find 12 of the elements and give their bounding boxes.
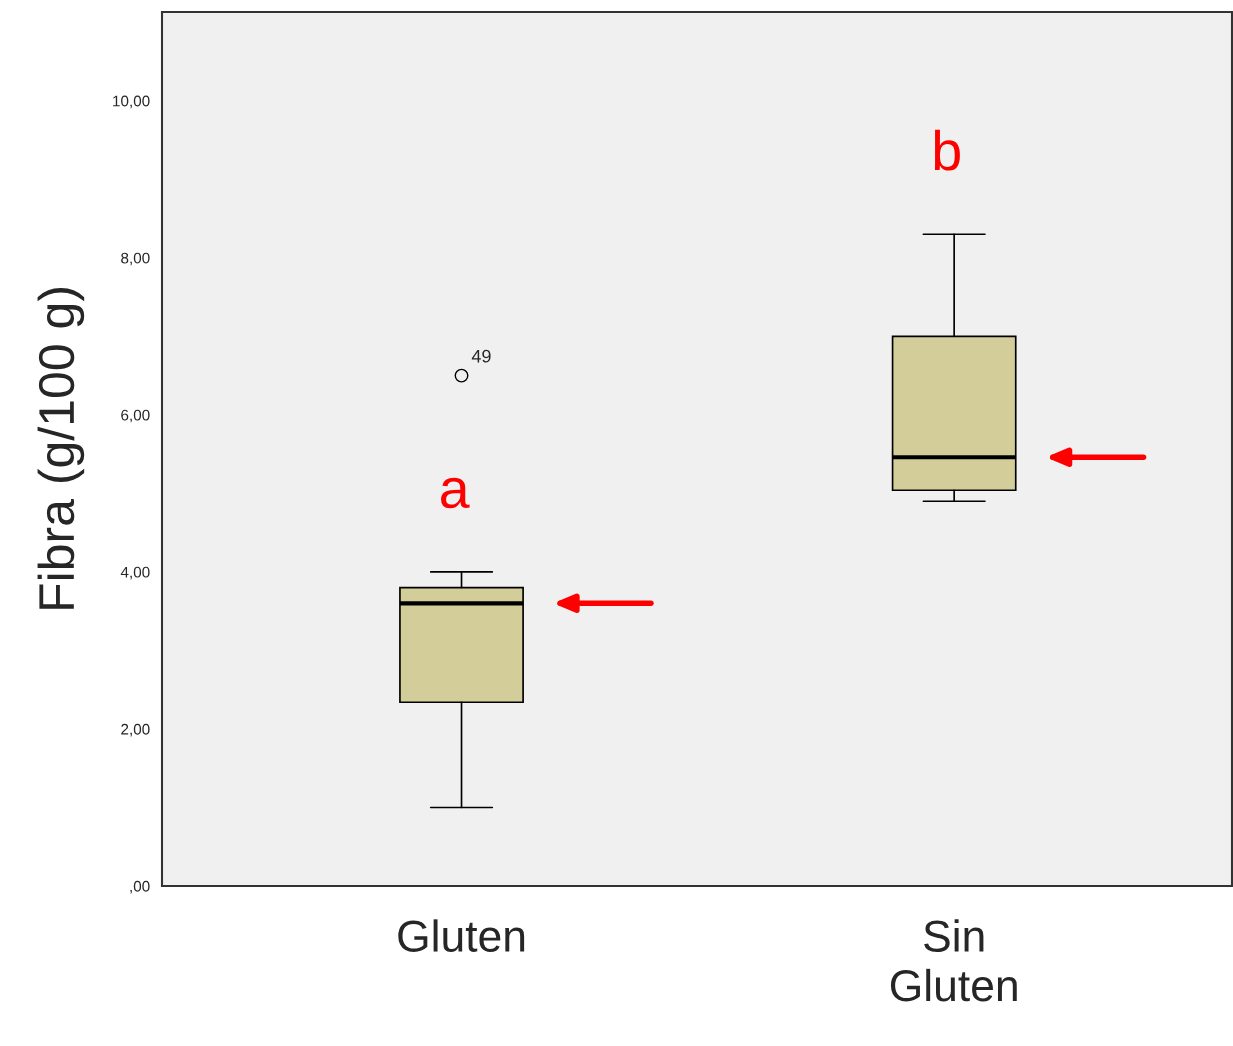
annotation: b <box>934 129 960 171</box>
y-tick-label: 6,00 <box>121 409 150 423</box>
y-axis-title: Fibra (g/100 g) <box>37 288 85 609</box>
y-tick-label: ,00 <box>130 880 150 894</box>
y-tick-label: 4,00 <box>120 566 150 580</box>
x-tick-label: Gluten <box>398 919 525 952</box>
annotation: a <box>441 477 470 509</box>
y-tick-label: 8,00 <box>121 252 150 266</box>
y-tick-label: 2,00 <box>121 723 150 737</box>
annotation: 49 <box>471 349 491 363</box>
x-tick-label: Sin Gluten <box>890 919 1017 1002</box>
y-tick-label: 10,00 <box>113 95 150 109</box>
